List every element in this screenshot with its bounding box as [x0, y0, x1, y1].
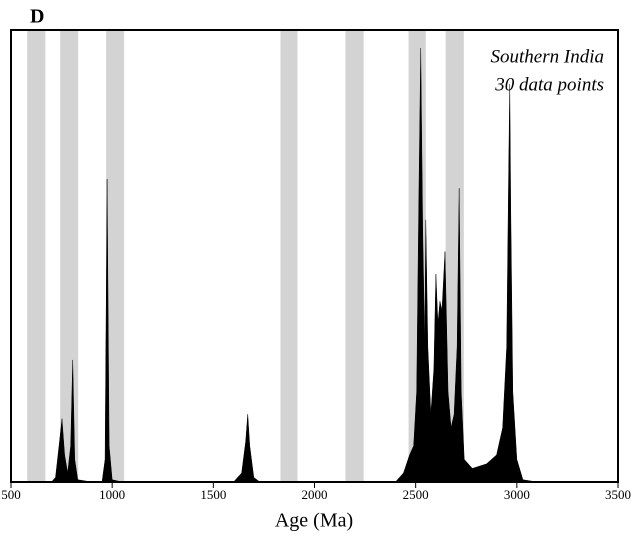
x-tick-label: 1000 [99, 487, 125, 502]
density-area [11, 48, 618, 483]
x-tick-label: 3500 [605, 487, 631, 502]
x-tick-label: 3000 [504, 487, 530, 502]
panel-label: D [30, 6, 44, 28]
age-band [27, 30, 46, 482]
x-tick-label: 2000 [302, 487, 328, 502]
x-tick-label: 1500 [200, 487, 226, 502]
age-band [345, 30, 364, 482]
age-band [280, 30, 298, 482]
annotation: 30 data points [494, 74, 604, 95]
x-axis-label: Age (Ma) [275, 510, 353, 532]
plot-frame [10, 29, 619, 483]
x-tick-label: 2500 [403, 487, 429, 502]
x-tick-label: 500 [1, 487, 21, 502]
age-band [60, 30, 79, 482]
annotation: Southern India [491, 46, 604, 67]
age-band [106, 30, 125, 482]
